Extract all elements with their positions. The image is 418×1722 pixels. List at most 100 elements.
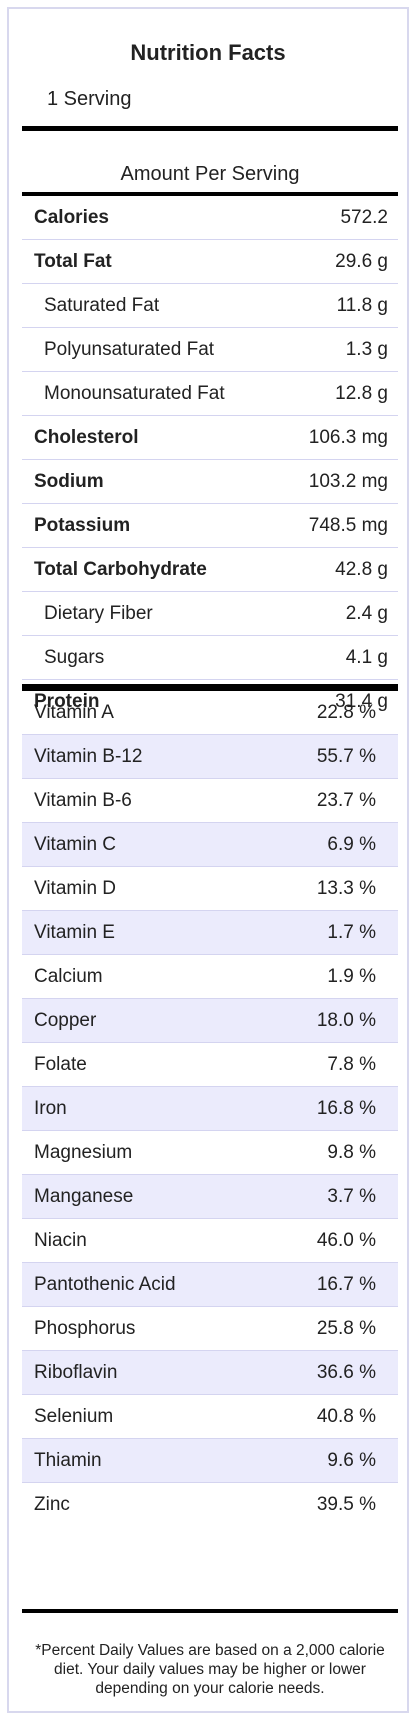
row-label: Vitamin A (34, 702, 114, 723)
row-value: 11.8 g (336, 295, 388, 316)
vitamin-row: Riboflavin 36.6 % (22, 1351, 398, 1395)
row-value: 106.3 mg (308, 427, 388, 448)
row-value: 39.5 % (316, 1494, 376, 1515)
row-label: Magnesium (34, 1142, 133, 1163)
row-label: Dietary Fiber (44, 603, 153, 624)
row-value: 16.8 % (316, 1098, 376, 1119)
vitamin-row: Vitamin B-6 23.7 % (22, 779, 398, 823)
row-value: 12.8 g (335, 383, 388, 404)
footnote-divider (22, 1609, 398, 1613)
row-label: Total Carbohydrate (34, 559, 207, 580)
row-label: Zinc (34, 1494, 70, 1515)
row-value: 2.4 g (345, 603, 388, 624)
row-value: 16.7 % (316, 1274, 376, 1295)
row-label: Copper (34, 1010, 97, 1031)
nutrition-facts-title: Nutrition Facts (130, 40, 286, 65)
row-value: 1.7 % (327, 922, 376, 943)
row-label: Cholesterol (34, 427, 139, 448)
row-label: Selenium (34, 1406, 114, 1427)
row-label: Polyunsaturated Fat (44, 339, 215, 360)
row-label: Vitamin D (34, 878, 117, 899)
daily-value-footnote: *Percent Daily Values are based on a 2,0… (35, 1642, 385, 1697)
vitamin-list: Vitamin A 22.8 % Vitamin B-12 55.7 % Vitamin… (22, 691, 398, 1527)
nutrient-list: Calories 572.2 Total Fat 29.6 g Saturated Fa… (22, 196, 398, 724)
top-thick-divider (22, 126, 398, 131)
row-value: 9.8 % (327, 1142, 376, 1163)
vitamin-row: Zinc 39.5 % (22, 1483, 398, 1527)
vitamin-row: Niacin 46.0 % (22, 1219, 398, 1263)
row-value: 572.2 (340, 207, 388, 228)
row-label: Niacin (34, 1230, 87, 1251)
vitamin-row: Manganese 3.7 % (22, 1175, 398, 1219)
vitamin-row: Vitamin C 6.9 % (22, 823, 398, 867)
row-label: Vitamin E (34, 922, 115, 943)
row-value: 7.8 % (327, 1054, 376, 1075)
nutrient-row: Monounsaturated Fat 12.8 g (22, 372, 398, 416)
row-value: 46.0 % (316, 1230, 376, 1251)
row-label: Iron (34, 1098, 67, 1119)
nutrient-row: Polyunsaturated Fat 1.3 g (22, 328, 398, 372)
row-value: 1.9 % (327, 966, 376, 987)
vitamin-row: Calcium 1.9 % (22, 955, 398, 999)
row-label: Pantothenic Acid (34, 1274, 176, 1295)
row-value: 4.1 g (345, 647, 388, 668)
row-value: 22.8 % (316, 702, 376, 723)
row-label: Vitamin B-12 (34, 746, 143, 767)
vitamin-row: Phosphorus 25.8 % (22, 1307, 398, 1351)
row-label: Sugars (44, 647, 105, 668)
row-value: 40.8 % (316, 1406, 376, 1427)
row-value: 748.5 mg (308, 515, 388, 536)
row-value: 3.7 % (327, 1186, 376, 1207)
nutrient-row: Calories 572.2 (22, 196, 398, 240)
row-value: 55.7 % (316, 746, 376, 767)
row-label: Sodium (34, 471, 104, 492)
row-label: Manganese (34, 1186, 134, 1207)
row-label: Vitamin B-6 (34, 790, 132, 811)
nutrient-row: Sodium 103.2 mg (22, 460, 398, 504)
row-value: 25.8 % (316, 1318, 376, 1339)
nutrition-facts-panel: Nutrition Facts 1 Serving Amount Per Ser… (7, 7, 409, 1713)
row-label: Riboflavin (34, 1362, 118, 1383)
row-value: 18.0 % (316, 1010, 376, 1031)
row-value: 103.2 mg (308, 471, 388, 492)
row-label: Folate (34, 1054, 87, 1075)
row-value: 29.6 g (335, 251, 388, 272)
row-label: Saturated Fat (44, 295, 160, 316)
row-value: 36.6 % (316, 1362, 376, 1383)
nutrient-row: Sugars 4.1 g (22, 636, 398, 680)
row-value: 42.8 g (335, 559, 388, 580)
nutrient-row: Protein 31.4 g (22, 680, 398, 724)
row-label: Calcium (34, 966, 103, 987)
vitamin-row: Iron 16.8 % (22, 1087, 398, 1131)
row-label: Potassium (34, 515, 131, 536)
row-label: Vitamin C (34, 834, 117, 855)
vitamin-row: Copper 18.0 % (22, 999, 398, 1043)
nutrient-row: Saturated Fat 11.8 g (22, 284, 398, 328)
row-value: 31.4 g (335, 691, 388, 712)
amount-divider (22, 192, 398, 196)
row-value: 6.9 % (327, 834, 376, 855)
row-value: 1.3 g (345, 339, 388, 360)
vitamin-row: Folate 7.8 % (22, 1043, 398, 1087)
nutrient-row: Potassium 748.5 mg (22, 504, 398, 548)
nutrient-row: Cholesterol 106.3 mg (22, 416, 398, 460)
row-label: Phosphorus (34, 1318, 136, 1339)
row-label: Protein (34, 691, 100, 712)
row-label: Calories (34, 207, 109, 228)
nutrient-row: Total Fat 29.6 g (22, 240, 398, 284)
vitamins-divider (22, 684, 398, 691)
row-label: Monounsaturated Fat (44, 383, 225, 404)
vitamin-row: Vitamin B-12 55.7 % (22, 735, 398, 779)
nutrient-row: Total Carbohydrate 42.8 g (22, 548, 398, 592)
row-value: 13.3 % (316, 878, 376, 899)
vitamin-row: Pantothenic Acid 16.7 % (22, 1263, 398, 1307)
vitamin-row: Vitamin D 13.3 % (22, 867, 398, 911)
vitamin-row: Magnesium 9.8 % (22, 1131, 398, 1175)
row-label: Thiamin (34, 1450, 102, 1471)
row-label: Total Fat (34, 251, 112, 272)
amount-per-serving-label: Amount Per Serving (120, 163, 300, 185)
vitamin-row: Selenium 40.8 % (22, 1395, 398, 1439)
vitamin-row: Vitamin A 22.8 % (22, 691, 398, 735)
nutrient-row: Dietary Fiber 2.4 g (22, 592, 398, 636)
vitamin-row: Thiamin 9.6 % (22, 1439, 398, 1483)
